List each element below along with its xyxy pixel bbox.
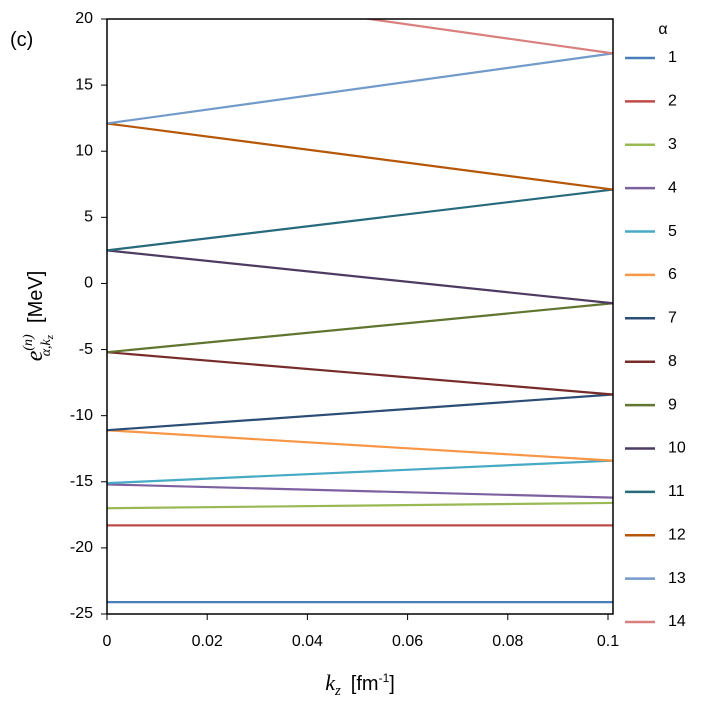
legend-label: 11 — [668, 483, 685, 500]
legend-label: 3 — [668, 136, 677, 153]
series-line — [107, 302, 613, 354]
panel-label: (c) — [10, 29, 33, 51]
series-line — [107, 351, 613, 396]
series-line — [107, 188, 613, 252]
series-line — [107, 249, 613, 305]
legend-label: 10 — [668, 440, 686, 457]
legend-label: 14 — [668, 613, 686, 630]
plot-area — [107, 19, 613, 604]
y-tick-label: -15 — [70, 473, 93, 490]
y-tick-label: 0 — [84, 275, 93, 292]
x-tick-label: 0.02 — [192, 633, 223, 650]
legend-label: 6 — [668, 266, 677, 283]
y-tick-label: -20 — [70, 539, 93, 556]
y-axis-label: e(n) α,kz[MeV] — [21, 271, 56, 362]
x-tick-label: 0.1 — [597, 633, 619, 650]
y-tick-label: 15 — [75, 76, 93, 93]
legend-label: 4 — [668, 179, 677, 196]
y-tick-label: 5 — [84, 209, 93, 226]
legend-title: α — [658, 21, 667, 38]
series-line — [107, 393, 613, 432]
series-line — [107, 52, 613, 125]
series-line — [107, 459, 613, 485]
series-line — [107, 429, 613, 462]
y-tick-label: 20 — [75, 10, 93, 27]
x-tick-label: 0.04 — [292, 633, 323, 650]
series-line — [107, 501, 613, 510]
legend-label: 12 — [668, 526, 686, 543]
series-line — [107, 122, 613, 191]
legend-label: 1 — [668, 49, 677, 66]
x-tick-label: 0.06 — [392, 633, 423, 650]
legend-label: 13 — [668, 570, 686, 587]
legend-label: 8 — [668, 353, 677, 370]
x-axis-label: kz [fm-1] — [325, 670, 395, 699]
legend-label: 5 — [668, 223, 677, 240]
series-line — [107, 483, 613, 499]
legend-label: 7 — [668, 310, 677, 327]
legend-label: 9 — [668, 396, 677, 413]
plot-frame — [106, 18, 614, 615]
legend-label: 2 — [668, 93, 677, 110]
x-tick-label: 0 — [103, 633, 112, 650]
y-tick-label: -10 — [70, 407, 93, 424]
x-tick-label: 0.08 — [492, 633, 523, 650]
y-tick-label: 10 — [75, 142, 93, 159]
y-tick-label: -5 — [79, 341, 93, 358]
y-tick-label: -25 — [70, 605, 93, 622]
series-line — [361, 19, 613, 55]
